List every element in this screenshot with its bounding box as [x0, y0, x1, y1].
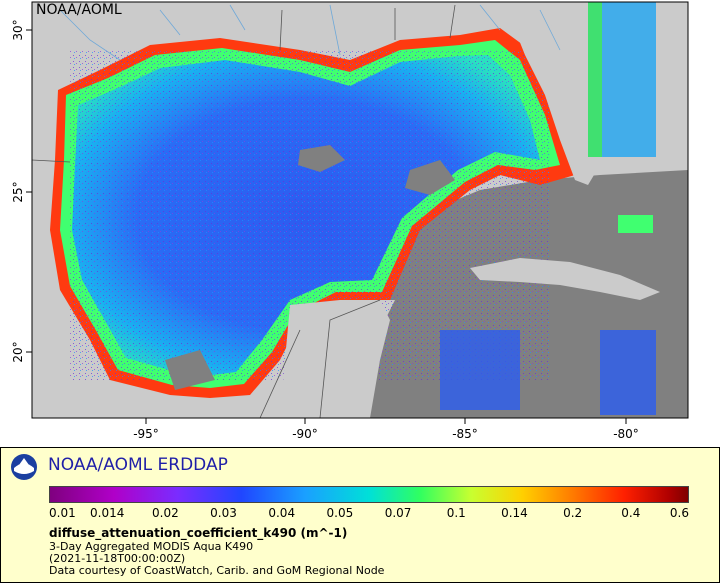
colorbar-tick-label: 0.07	[384, 506, 412, 520]
variable-name: diffuse_attenuation_coefficient_k490 (m^…	[49, 526, 348, 540]
lat-tick-label: 30°	[11, 19, 25, 40]
map-panel: -95° -90° -85° -80° 30° 25° 20° NOAA/AOM…	[11, 1, 689, 441]
caribbean-data	[440, 330, 520, 410]
cloud-patch	[298, 145, 345, 172]
colorbar	[49, 486, 689, 504]
colorbar-tick-label: 0.014	[89, 506, 125, 520]
lat-tick-label: 25°	[11, 181, 25, 202]
colorbar-tick-label: 0.04	[268, 506, 296, 520]
cuba-land	[470, 258, 660, 300]
colorbar-gradient	[49, 486, 689, 503]
map-canvas: -95° -90° -85° -80° 30° 25° 20°	[11, 1, 689, 441]
noaa-logo-icon	[11, 454, 37, 480]
florida-land	[515, 22, 610, 185]
colorbar-ticks: 0.01 0.014 0.02 0.03 0.04 0.05 0.07 0.1 0.14 0.2 0…	[49, 506, 689, 522]
atlantic-strip-green	[588, 2, 602, 157]
cloud-patch	[405, 160, 455, 195]
border-line	[32, 4, 456, 418]
colorbar-tick-label: 0.1	[446, 506, 466, 520]
cloud-patch	[165, 350, 215, 390]
caribbean-data	[600, 330, 656, 415]
dataset-name: 3-Day Aggregated MODIS Aqua K490	[49, 540, 254, 553]
lon-tick-label: -85°	[452, 427, 478, 441]
colorbar-tick-label: 0.02	[152, 506, 179, 520]
map-credit: NOAA/AOML	[36, 2, 122, 18]
colorbar-tick-label: 0.01	[49, 506, 76, 520]
map-border	[31, 1, 689, 419]
lat-axis: 30° 25° 20°	[11, 19, 32, 363]
colorbar-tick-label: 0.2	[563, 506, 583, 520]
lon-tick-label: -80°	[613, 427, 639, 441]
colorbar-tick-label: 0.4	[621, 506, 641, 520]
lat-tick-label: 20°	[11, 341, 25, 362]
colorbar-tick-label: 0.6	[669, 506, 689, 520]
yucatan-land	[280, 300, 390, 418]
legend-title: NOAA/AOML ERDDAP	[48, 455, 228, 475]
river-line	[59, 4, 561, 61]
colorbar-tick-label: 0.14	[501, 506, 528, 520]
lon-tick-label: -95°	[133, 427, 159, 441]
time-stamp: (2021-11-18T00:00:00Z)	[49, 552, 186, 565]
colorbar-tick-label: 0.05	[326, 506, 354, 520]
data-courtesy: Data courtesy of CoastWatch, Carib. and …	[49, 564, 385, 577]
legend-panel: NOAA/AOML ERDDAP 0.01 0.014 0.02 0.03 0.04 0.…	[0, 447, 720, 583]
lon-tick-label: -90°	[292, 427, 318, 441]
colorbar-tick-label: 0.03	[210, 506, 237, 520]
lon-axis: -95° -90° -85° -80°	[133, 418, 639, 441]
bahamas-green	[618, 215, 653, 233]
